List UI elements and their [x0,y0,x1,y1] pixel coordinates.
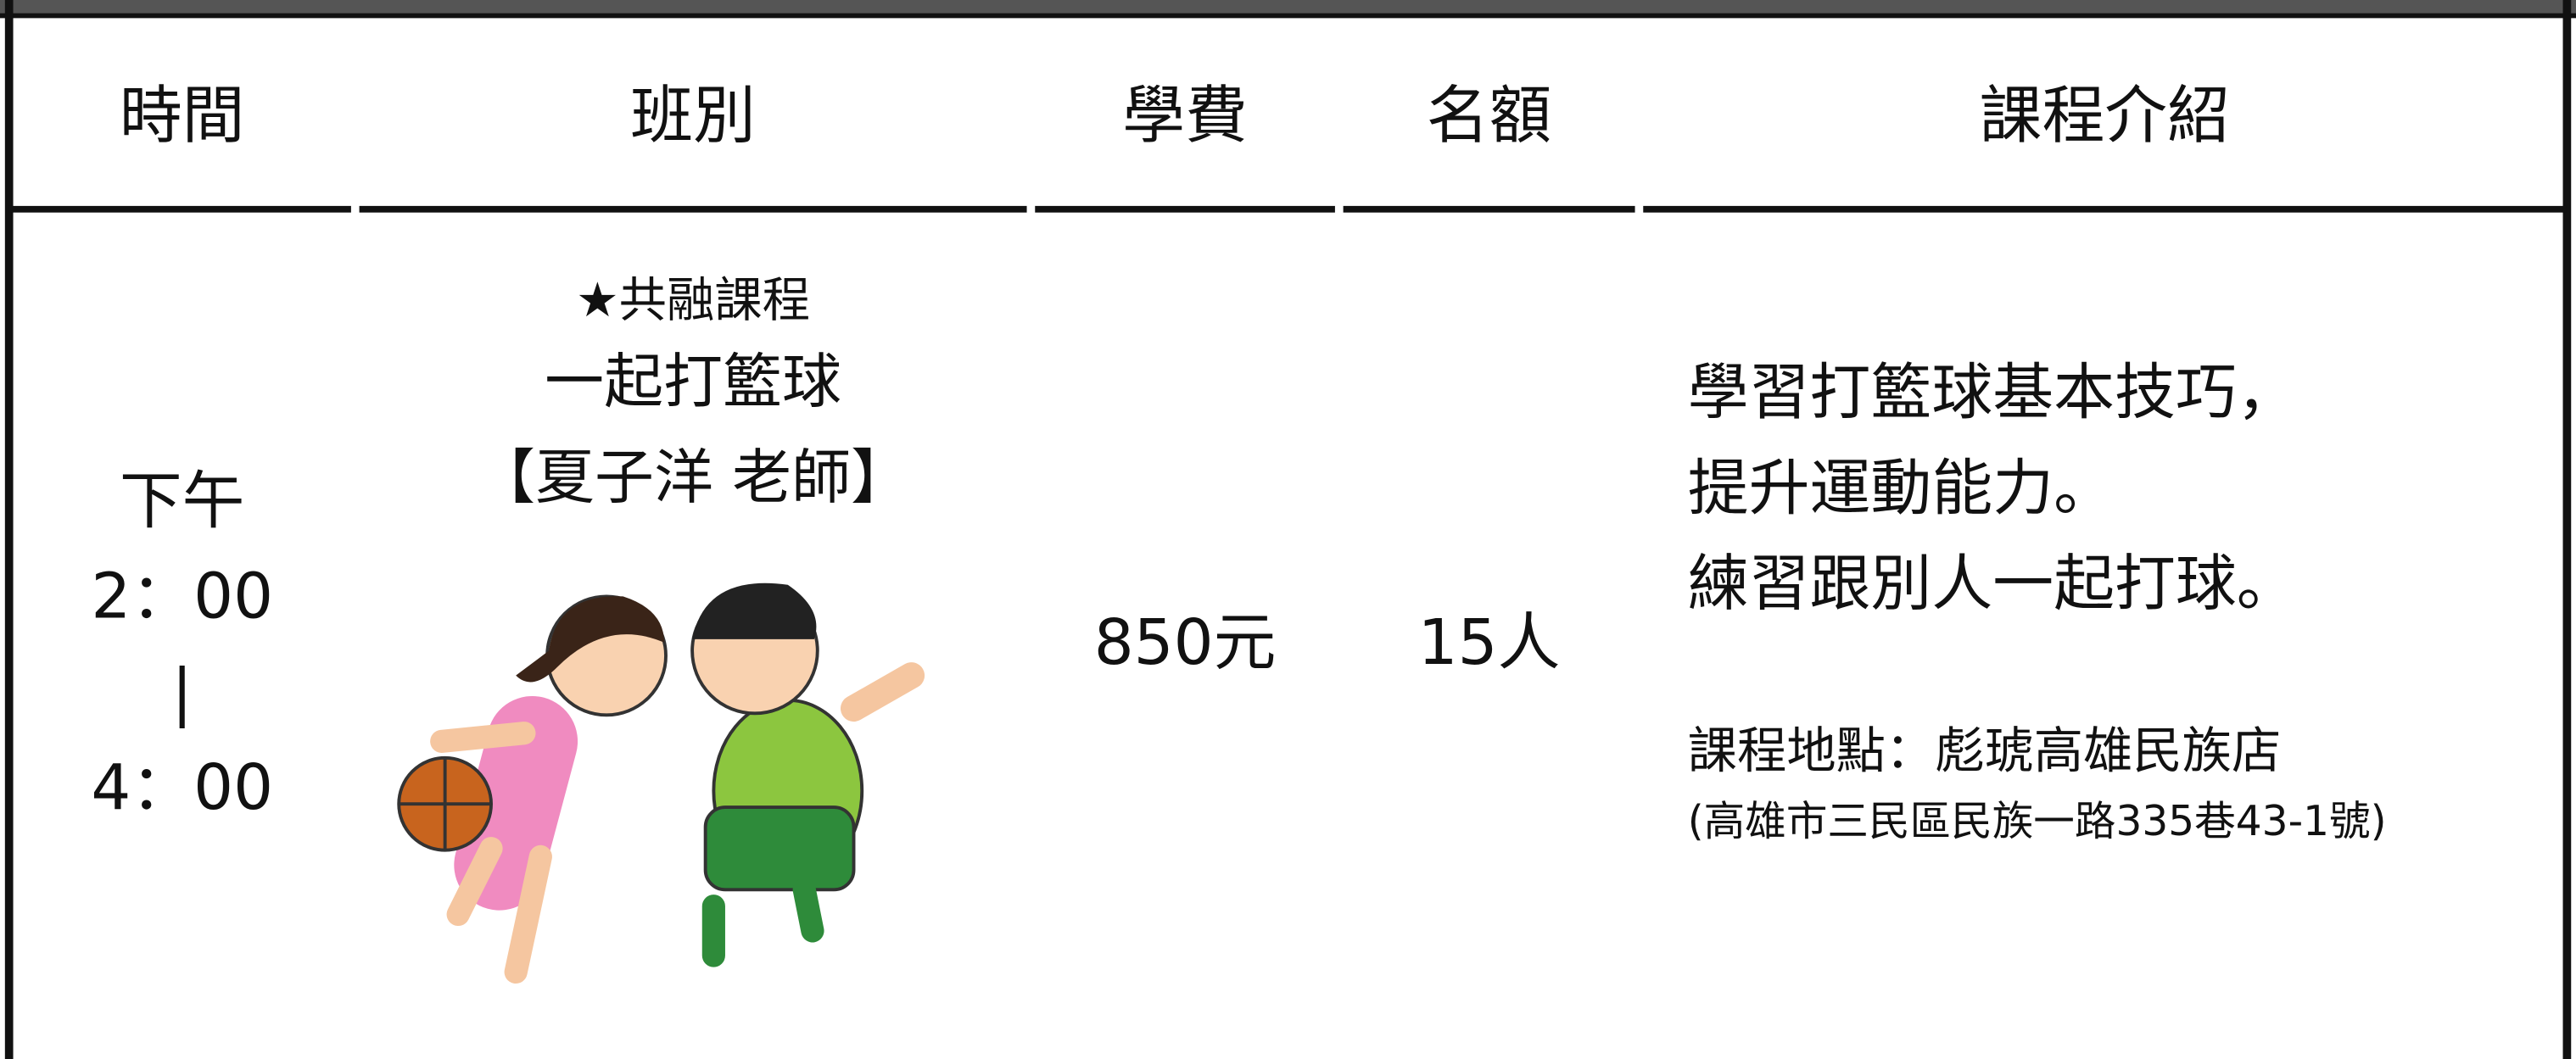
time-text: 4：00 [91,751,274,824]
time-text: 2：00 [91,560,274,633]
top-border-inner [0,13,2576,19]
intro-line: 學習打籃球基本技巧， [1687,357,2298,429]
intro-cell: 學習打籃球基本技巧， 提升運動能力。 練習跟別人一起打球。 [1688,346,2298,633]
class-tag: ★共融課程 [576,271,811,328]
header-rule [359,205,1027,213]
class-name: 一起打籃球 [545,348,841,417]
location-block: 課程地點：彪琥高雄民族店 (高雄市三民區民族一路335巷43-1號) [1688,716,2387,855]
top-border [0,0,2576,14]
location-name: 課程地點：彪琥高雄民族店 [1687,723,2282,782]
header-cell: 班別 [630,79,756,152]
header-rule [1343,205,1635,213]
header-cell: 時間 [119,79,245,152]
header-rule [1643,205,2567,213]
fee-cell: 850元 [1093,606,1277,679]
class-teacher: 【夏子洋 老師】 [476,444,911,513]
header-cell: 名額 [1426,79,1552,152]
basketball-illustration [397,582,925,984]
header-rule [8,205,351,213]
right-border [2562,0,2572,1059]
quota-cell: 15人 [1417,606,1561,679]
class-cell: ★共融課程 一起打籃球 【夏子洋 老師】 [360,264,1027,527]
location-address: (高雄市三民區民族一路335巷43-1號) [1687,797,2387,845]
header-rule [1035,205,1335,213]
header-cell: 學費 [1122,79,1248,152]
time-text: 下午 [119,464,245,538]
left-border [4,0,14,1059]
intro-line: 練習跟別人一起打球。 [1687,549,2298,620]
header-cell: 課程介紹 [1979,79,2231,152]
time-text: | [171,655,193,728]
time-cell: 下午 2：00 | 4：00 [14,453,351,835]
intro-line: 提升運動能力。 [1687,453,2115,524]
